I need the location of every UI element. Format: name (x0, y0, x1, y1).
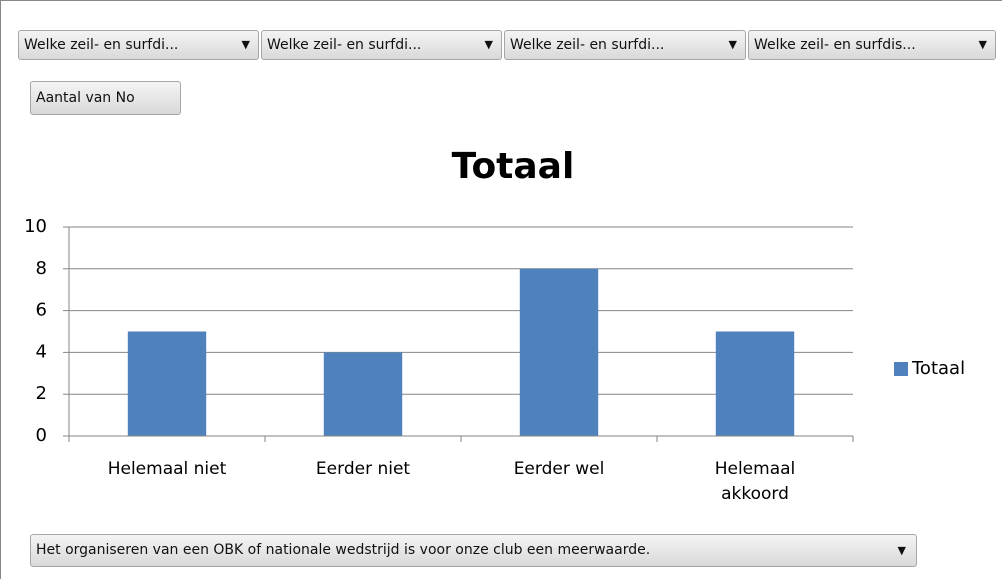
bar (323, 352, 403, 436)
legend-label: Totaal (911, 358, 965, 379)
axis-field-button[interactable]: Het organiseren van een OBK of nationale… (30, 534, 917, 567)
value-field-button[interactable]: Aantal van No (30, 81, 181, 115)
filter-label: Welke zeil- en surfdi... (267, 37, 422, 53)
filter-button[interactable]: Welke zeil- en surfdi... ▼ (18, 30, 259, 60)
filter-label: Welke zeil- en surfdi... (24, 37, 179, 53)
filter-button[interactable]: Welke zeil- en surfdis... ▼ (748, 30, 996, 60)
y-tick-label: 0 (36, 425, 47, 446)
y-tick-label: 4 (36, 341, 47, 362)
value-field-label: Aantal van No (36, 90, 135, 106)
filter-label: Welke zeil- en surfdis... (754, 37, 916, 53)
legend-swatch (894, 362, 908, 376)
axis-field-label: Het organiseren van een OBK of nationale… (36, 542, 651, 558)
x-tick-label: Helemaal niet (107, 459, 227, 479)
y-tick-label: 6 (36, 300, 47, 321)
y-tick-label: 8 (36, 258, 47, 279)
bar (127, 331, 207, 436)
filter-button[interactable]: Welke zeil- en surfdi... ▼ (261, 30, 502, 60)
x-tick-label: Eerder niet (315, 459, 411, 479)
y-tick-label: 10 (24, 216, 47, 237)
chart-title: Totaal (452, 146, 575, 187)
x-tick-label: Eerder wel (513, 459, 605, 479)
bar (519, 268, 599, 436)
bar (715, 331, 795, 436)
filter-label: Welke zeil- en surfdi... (510, 37, 665, 53)
y-tick-label: 2 (36, 383, 47, 404)
x-tick-label: Helemaal akkoord (714, 459, 796, 504)
filter-button[interactable]: Welke zeil- en surfdi... ▼ (504, 30, 746, 60)
